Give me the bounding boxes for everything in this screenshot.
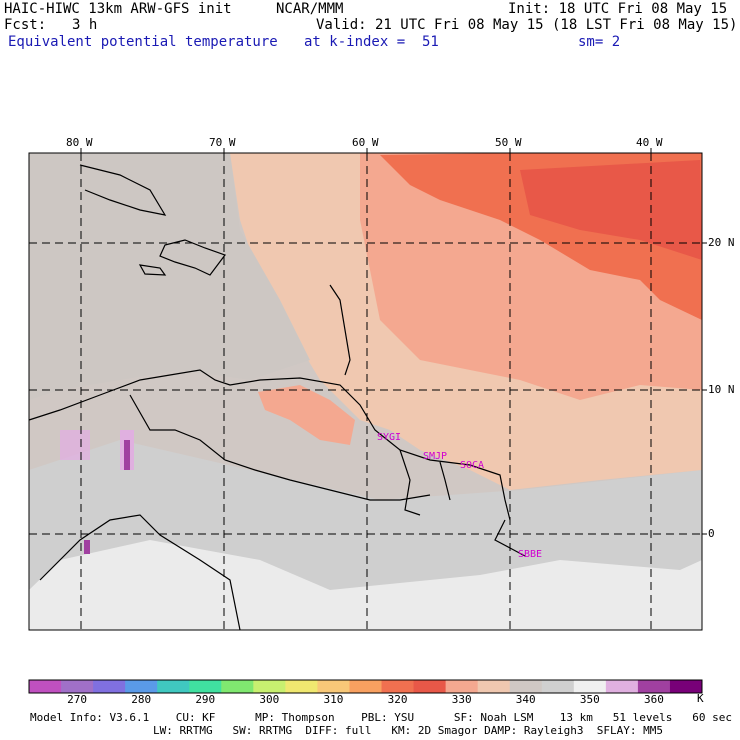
venezuela-colombia-border [129,394,431,501]
south-america-north-coast [28,369,511,521]
colorbar-cell [285,680,318,693]
ticks [80,148,707,535]
field-lavender-west [60,430,90,460]
colorbar-cell [669,680,703,693]
colorbar-cell [445,680,479,693]
colorbar-tick-label: 330 [451,693,472,706]
colorbar-tick-label: 280 [131,693,152,706]
colorbar-cell [605,680,639,693]
lat-label-0: 0 [708,527,715,540]
forecast-hours: 3 h [72,17,98,33]
colorbar-cell [253,680,286,693]
lon-label-70w: 70 W [209,136,236,149]
field-salmon-venezuela [258,385,355,445]
jamaica-coast [138,264,167,276]
graticule [29,153,702,630]
colorbar-cell [221,680,254,693]
model-title: HAIC-HIWC 13km ARW-GFS init [4,1,232,17]
colorbar [29,680,703,693]
field-name: Equivalent potential temperature [8,34,278,50]
colorbar-tick-label: 360 [643,693,664,706]
station-sygi: SYGI [377,432,402,443]
forecast-label: Fcst: [4,17,47,33]
colorbar-unit: K [697,692,704,705]
colorbar-cell [29,680,62,693]
lon-label-40w: 40 W [636,136,663,149]
field-andes-purple-south [84,540,90,554]
colorbar-tick-label: 320 [387,693,408,706]
colorbar-cell [413,680,447,693]
colorbar-cell [509,680,543,693]
coastlines [28,164,526,631]
colorbar-cell [93,680,126,693]
field-grey-northwest [29,153,310,400]
colorbar-tick-label: 340 [515,693,536,706]
lon-label-80w: 80 W [66,136,93,149]
cuba-coast [79,164,167,216]
colorbar-tick-label: 310 [323,693,344,706]
lesser-antilles [329,284,351,376]
smoothing-info: sm= 2 [578,34,621,50]
init-time: Init: 18 UTC Fri 08 May 15 [508,1,728,17]
field-white-south [29,540,702,630]
model-center: NCAR/MMM [276,1,344,17]
lat-label-20n: 20 N [708,236,735,249]
station-smjp: SMJP [423,451,448,462]
map-field [29,153,702,630]
colorbar-cell [317,680,350,693]
level-info: at k-index = 51 [304,34,439,50]
colorbar-frame [28,679,703,694]
valid-time: Valid: 21 UTC Fri 08 May 15 (18 LST Fri … [316,17,738,33]
colorbar-cell [125,680,158,693]
colorbar-cell [637,680,671,693]
colorbar-cell [189,680,222,693]
colorbar-cell [477,680,511,693]
colombia-peru-border [39,514,241,631]
colorbar-cell [573,680,607,693]
lat-label-10n: 10 N [708,383,735,396]
colorbar-cell [349,680,383,693]
lon-label-50w: 50 W [495,136,522,149]
map-frame [28,152,703,631]
footer-physics-info: LW: RRTMG SW: RRTMG DIFF: full KM: 2D Sm… [153,724,663,737]
station-soca: SOCA [460,460,485,471]
colorbar-tick-label: 290 [195,693,216,706]
colorbar-cell [157,680,190,693]
lon-label-60w: 60 W [352,136,379,149]
colorbar-cell [61,680,94,693]
colorbar-tick-label: 270 [67,693,87,706]
footer-model-info: Model Info: V3.6.1 CU: KF MP: Thompson P… [30,711,732,724]
field-andes-purple [124,440,130,470]
colorbar-cell [541,680,575,693]
colorbar-tick-label: 300 [259,693,280,706]
amazon-mouth-coast [494,519,526,557]
colorbar-cell [381,680,415,693]
station-sbbe: SBBE [518,549,543,560]
suriname-border [439,461,451,501]
field-deep-red [520,160,702,260]
guyana-border [399,449,421,516]
colorbar-tick-label: 350 [579,693,600,706]
